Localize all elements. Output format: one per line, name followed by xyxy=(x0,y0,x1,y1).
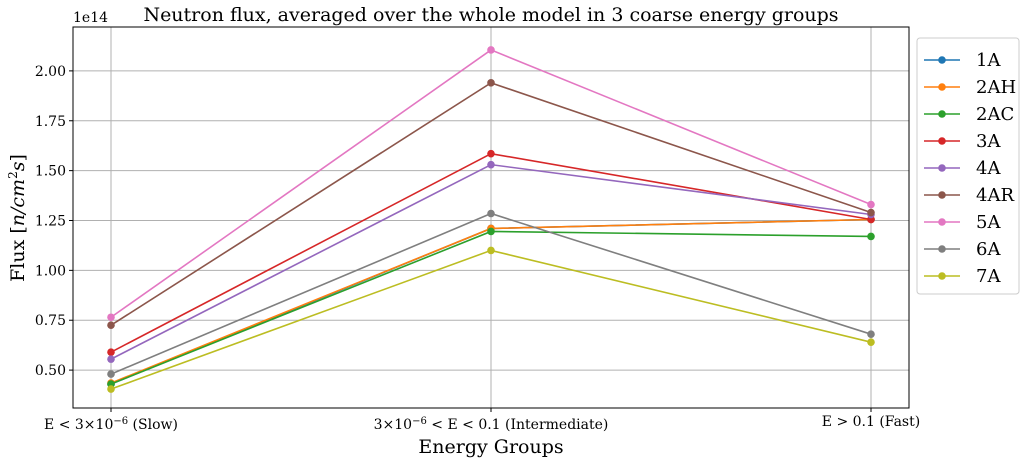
x-tick-label-base: 10 xyxy=(96,417,114,433)
y-axis-title-n: n xyxy=(7,214,29,226)
data-point-4ar xyxy=(107,321,115,330)
grid-lines xyxy=(73,27,909,408)
x-tick-label: E < 3×10−6 (Slow) xyxy=(44,416,178,434)
legend-label-2ac: 2AC xyxy=(976,104,1014,125)
y-axis-title-prefix: Flux [ xyxy=(7,226,29,282)
y-tick-label: 0.75 xyxy=(35,313,66,329)
y-axis-title-slash: / xyxy=(7,206,29,216)
chart-title: Neutron flux, averaged over the whole mo… xyxy=(143,4,838,26)
x-tick-label-post: < E < 0.1 (Intermediate) xyxy=(427,417,609,433)
x-tick-label-pre: E < 3 xyxy=(44,417,84,433)
y-tick-label: 1.50 xyxy=(35,164,66,180)
data-point-6a xyxy=(487,209,495,218)
data-point-7a xyxy=(107,385,115,393)
data-point-6a xyxy=(867,330,875,338)
x-tick-label: 3×10−6 < E < 0.1 (Intermediate) xyxy=(374,416,609,434)
legend-label-4a: 4A xyxy=(976,158,1001,179)
x-tick-label-times: × xyxy=(383,417,395,433)
legend-marker-7a xyxy=(938,272,946,280)
data-point-4ar xyxy=(487,79,495,87)
legend-marker-1a xyxy=(938,56,946,64)
data-point-5a xyxy=(107,313,115,322)
y-tick-label: 1.00 xyxy=(35,263,66,279)
legend-label-6a: 6A xyxy=(976,239,1001,260)
data-point-5a xyxy=(487,46,495,54)
data-point-4a xyxy=(487,160,495,169)
data-point-4ar xyxy=(867,208,875,217)
legend-label-4ar: 4AR xyxy=(976,185,1014,206)
x-tick-label: E > 0.1 (Fast) xyxy=(822,414,920,430)
legend-marker-4ar xyxy=(938,191,946,199)
y-axis-title-cm: cm xyxy=(7,179,29,208)
y-axis-title-sup: 2 xyxy=(6,171,20,179)
data-point-7a xyxy=(487,246,495,255)
x-tick-label-base: 10 xyxy=(394,417,412,433)
legend-label-5a: 5A xyxy=(976,212,1001,233)
y-axis-title: Flux [n/cm2s] xyxy=(6,154,29,282)
y-tick-label: 0.50 xyxy=(35,363,66,379)
data-point-2ac xyxy=(487,227,495,236)
y-axis-ticks: 0.50 0.75 1.00 1.25 1.50 1.75 2.00 xyxy=(35,64,73,379)
data-point-5a xyxy=(867,200,875,209)
y-axis-title-suffix: ] xyxy=(7,154,29,161)
data-point-3a xyxy=(487,149,495,158)
x-tick-label-post: (Slow) xyxy=(128,417,178,433)
y-offset-label: 1e14 xyxy=(73,10,108,26)
x-axis-ticks: E < 3×10−6 (Slow) 3×10−6 < E < 0.1 (Inter… xyxy=(44,408,920,433)
legend-marker-5a xyxy=(938,218,946,226)
x-tick-label-exp: −6 xyxy=(412,416,427,427)
y-axis-title-s: s xyxy=(7,161,29,171)
legend-marker-3a xyxy=(938,137,946,145)
legend: 1A 2AH 2AC 3A 4A 4AR 5A 6A 7A xyxy=(916,37,1020,295)
legend-marker-4a xyxy=(938,164,946,172)
legend-label-2ah: 2AH xyxy=(976,77,1016,98)
x-tick-label-pre: 3 xyxy=(374,417,383,433)
x-tick-label-pre: E > 0.1 (Fast) xyxy=(822,414,920,430)
x-axis-title: Energy Groups xyxy=(418,436,563,458)
data-point-6a xyxy=(107,370,115,378)
x-tick-label-exp: −6 xyxy=(113,416,128,427)
legend-label-3a: 3A xyxy=(976,131,1001,152)
data-point-3a xyxy=(107,348,115,356)
legend-marker-6a xyxy=(938,245,946,253)
legend-marker-2ac xyxy=(938,110,946,118)
legend-label-1a: 1A xyxy=(976,50,1001,71)
y-tick-label: 1.75 xyxy=(35,114,66,130)
x-tick-label-times: × xyxy=(84,417,96,433)
legend-marker-2ah xyxy=(938,83,946,91)
data-point-7a xyxy=(867,338,875,346)
data-point-2ac xyxy=(867,232,875,241)
series-group xyxy=(107,46,875,393)
legend-label-7a: 7A xyxy=(976,266,1001,287)
legend-frame xyxy=(916,37,1020,295)
data-point-4a xyxy=(107,355,115,363)
y-tick-label: 2.00 xyxy=(35,64,66,80)
y-tick-label: 1.25 xyxy=(35,213,66,229)
